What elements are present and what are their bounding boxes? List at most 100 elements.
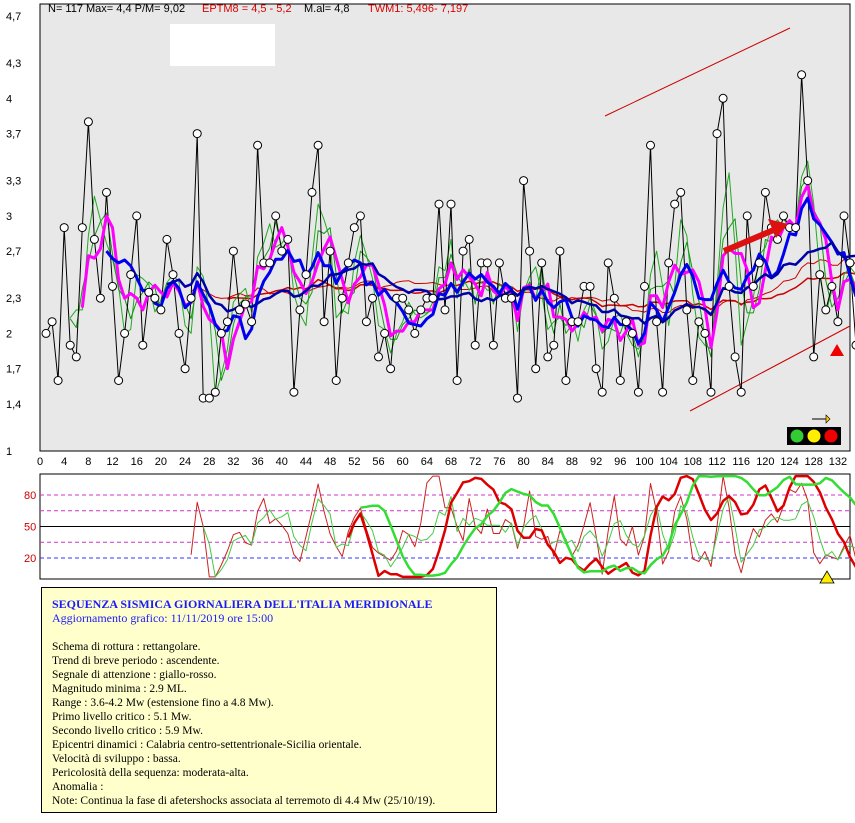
data-point bbox=[180, 364, 190, 374]
y-tick-label: 4,3 bbox=[6, 58, 21, 70]
blank-patch bbox=[170, 24, 275, 66]
oscillator-marks bbox=[40, 474, 855, 579]
header-mal: M.al= 4,8 bbox=[304, 3, 350, 15]
data-point bbox=[682, 305, 692, 315]
x-tick-label: 28 bbox=[203, 456, 215, 468]
data-point bbox=[83, 117, 93, 127]
data-point bbox=[797, 70, 807, 80]
y-tick-label: 3,7 bbox=[6, 129, 21, 141]
data-point bbox=[204, 393, 214, 403]
data-point bbox=[730, 352, 740, 362]
info-line: Segnale di attenzione : giallo-rosso. bbox=[52, 669, 217, 681]
info-line: Magnitudo minima : 2.9 ML. bbox=[52, 683, 187, 695]
data-point bbox=[156, 305, 166, 315]
x-tick-label: 112 bbox=[708, 456, 726, 468]
data-point bbox=[210, 387, 220, 397]
y-tick-label: 3 bbox=[6, 211, 12, 223]
oscillator-red-line bbox=[347, 474, 855, 579]
data-point bbox=[108, 281, 117, 291]
y-tick-label: 2,3 bbox=[6, 293, 21, 305]
data-point bbox=[464, 234, 474, 244]
data-point bbox=[694, 317, 704, 327]
trend-arrow-shaft bbox=[722, 226, 778, 254]
data-point bbox=[748, 281, 758, 291]
data-point bbox=[138, 340, 148, 350]
data-point bbox=[325, 246, 335, 256]
data-point bbox=[349, 223, 359, 233]
data-point bbox=[307, 187, 317, 197]
data-point bbox=[168, 270, 178, 280]
data-point bbox=[627, 328, 637, 338]
data-point bbox=[851, 340, 855, 350]
info-line: Schema di rottura : rettangolare. bbox=[52, 641, 201, 653]
data-point bbox=[150, 293, 160, 303]
y-tick-label: 4,7 bbox=[6, 11, 21, 23]
y-tick-label: 1,7 bbox=[6, 364, 21, 376]
data-point bbox=[331, 376, 341, 385]
x-tick-label: 104 bbox=[659, 456, 677, 468]
x-tick-label: 96 bbox=[614, 456, 626, 468]
data-point bbox=[416, 305, 426, 315]
oscillator-thin-green-line bbox=[202, 495, 855, 578]
data-point bbox=[525, 246, 535, 256]
data-point bbox=[247, 317, 257, 327]
data-point bbox=[186, 293, 196, 303]
info-line: Secondo livello critico : 5.9 Mw. bbox=[52, 725, 203, 737]
data-point bbox=[537, 258, 547, 268]
header-eptm: EPTM8 = 4,5 - 5,2 bbox=[202, 3, 292, 15]
data-point bbox=[531, 364, 541, 374]
data-point bbox=[706, 387, 716, 397]
info-line: Trend di breve periodo : ascendente. bbox=[52, 655, 220, 667]
x-tick-label: 124 bbox=[780, 456, 798, 468]
data-point bbox=[821, 305, 831, 315]
oscillator-y-tick: 50 bbox=[24, 522, 36, 534]
x-tick-label: 24 bbox=[179, 456, 191, 468]
right-arrow-icon bbox=[812, 414, 831, 424]
data-point bbox=[386, 364, 396, 374]
data-point bbox=[132, 211, 142, 221]
data-point bbox=[664, 258, 674, 268]
data-point bbox=[754, 258, 764, 268]
data-point bbox=[361, 317, 371, 327]
data-point bbox=[549, 340, 559, 350]
data-point bbox=[845, 258, 855, 268]
data-point bbox=[59, 223, 69, 233]
x-tick-label: 48 bbox=[324, 456, 336, 468]
data-point bbox=[507, 293, 516, 303]
data-point bbox=[470, 340, 480, 350]
data-point bbox=[482, 258, 492, 268]
info-line: Note: Continua la fase di afetershocks a… bbox=[52, 795, 436, 807]
info-line: Velocità di sviluppo : bassa. bbox=[52, 753, 181, 765]
y-tick-label: 2 bbox=[6, 328, 12, 340]
data-point bbox=[809, 352, 819, 362]
info-line: Pericolosità della sequenza: moderata-al… bbox=[52, 767, 249, 779]
data-point bbox=[658, 387, 668, 397]
x-tick-label: 36 bbox=[251, 456, 263, 468]
data-point bbox=[41, 328, 51, 338]
data-point bbox=[815, 270, 825, 280]
x-tick-label: 16 bbox=[131, 456, 143, 468]
data-point bbox=[609, 293, 619, 303]
data-point bbox=[640, 281, 649, 291]
data-point bbox=[222, 317, 232, 327]
x-tick-label: 76 bbox=[493, 456, 505, 468]
red-triangle-icon bbox=[830, 344, 844, 356]
data-point bbox=[513, 393, 522, 403]
data-point bbox=[724, 281, 734, 291]
yellow-triangle-icon bbox=[819, 570, 835, 584]
x-tick-label: 52 bbox=[348, 456, 360, 468]
data-point bbox=[126, 270, 136, 280]
data-point bbox=[760, 187, 770, 197]
data-point bbox=[144, 287, 154, 297]
y-tick-label: 2,7 bbox=[6, 246, 21, 258]
data-point bbox=[633, 387, 643, 397]
info-line: Range : 3.6-4.2 Mw (estensione fino a 4.… bbox=[52, 697, 274, 709]
info-line: Anomalia : bbox=[52, 781, 104, 793]
oscillator-y-tick: 20 bbox=[24, 553, 36, 565]
data-point bbox=[253, 140, 263, 150]
data-point bbox=[428, 293, 438, 303]
data-point bbox=[114, 376, 124, 385]
data-point bbox=[102, 187, 111, 197]
x-tick-label: 128 bbox=[805, 456, 823, 468]
